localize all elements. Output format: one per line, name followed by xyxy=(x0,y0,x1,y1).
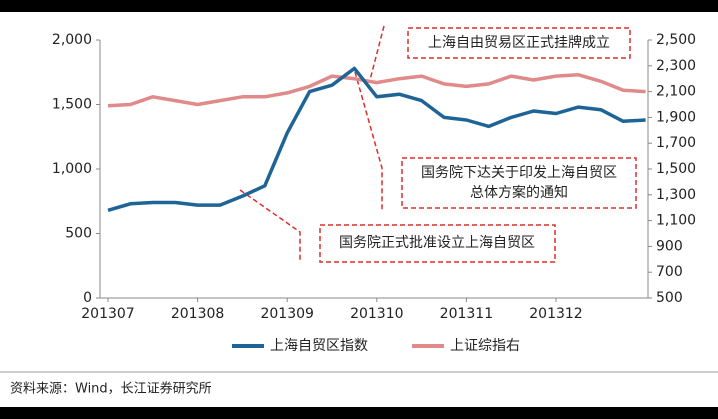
x-tick-label: 201308 xyxy=(171,306,224,322)
annotation: 总体方案的通知 xyxy=(470,184,568,201)
line-series xyxy=(107,66,646,212)
y-tick-label: 0 xyxy=(83,290,92,306)
line-series xyxy=(107,73,646,108)
y2-tick-label: 1,500 xyxy=(656,161,696,177)
x-tick-label: 201311 xyxy=(440,306,493,322)
x-tick-label: 201312 xyxy=(529,306,582,322)
y2-tick-label: 700 xyxy=(656,264,683,280)
top-bar xyxy=(0,0,718,12)
legend-label: 上海自贸区指数 xyxy=(270,338,368,354)
bottom-bar xyxy=(0,407,718,419)
x-tick-label: 201310 xyxy=(350,306,403,322)
y2-tick-label: 2,300 xyxy=(656,58,696,74)
y-tick-label: 2,000 xyxy=(52,32,92,48)
y2-tick-label: 900 xyxy=(656,238,683,254)
y-tick-label: 1,000 xyxy=(52,161,92,177)
annotation: 上海自由贸易区正式挂牌成立 xyxy=(428,34,610,51)
legend-label: 上证综指右 xyxy=(450,338,520,354)
y2-tick-label: 1,700 xyxy=(656,135,696,151)
y-tick-label: 1,500 xyxy=(52,97,92,113)
y-tick-label: 500 xyxy=(65,226,92,242)
y2-tick-label: 2,500 xyxy=(656,32,696,48)
y2-tick-label: 1,900 xyxy=(656,109,696,125)
source: 资料来源：Wind，长江证券研究所 xyxy=(10,381,212,397)
y2-tick-label: 1,100 xyxy=(656,213,696,229)
y2-tick-label: 1,300 xyxy=(656,187,696,203)
y2-tick-label: 500 xyxy=(656,290,683,306)
y2-tick-label: 2,100 xyxy=(656,84,696,100)
annotation: 国务院正式批准设立上海自贸区 xyxy=(339,235,535,251)
callouts xyxy=(239,25,637,263)
x-tick-label: 201309 xyxy=(260,306,313,322)
x-tick-label: 201307 xyxy=(81,306,134,322)
annotation: 国务院下达关于印发上海自贸区 xyxy=(421,165,617,181)
